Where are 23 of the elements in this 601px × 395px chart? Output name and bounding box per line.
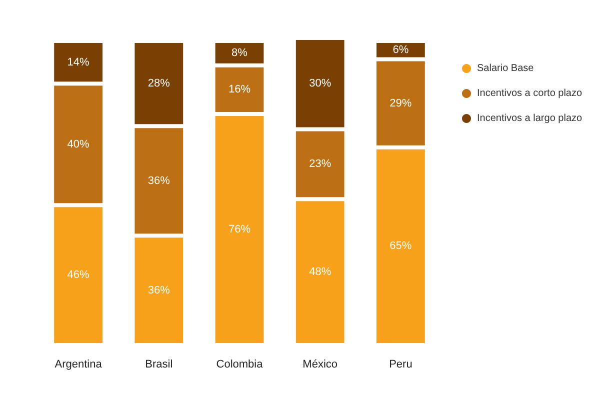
x-tick-label: Peru (389, 358, 412, 370)
data-label: 14% (67, 56, 90, 68)
legend-label: Incentivos a largo plazo (477, 113, 582, 124)
data-label: 8% (232, 47, 248, 60)
data-label: 23% (309, 158, 332, 170)
data-label: 6% (392, 44, 409, 56)
data-label: 46% (67, 269, 90, 282)
x-tick-label: Colombia (216, 358, 264, 370)
data-label: 36% (148, 174, 170, 187)
data-label: 65% (390, 240, 412, 252)
data-label: 29% (390, 97, 412, 110)
data-label: 28% (148, 78, 170, 90)
x-tick-label: Argentina (54, 358, 103, 370)
x-tick-label: México (302, 358, 338, 370)
legend-label: Incentivos a corto plazo (477, 88, 582, 99)
data-label: 76% (228, 223, 251, 236)
data-label: 40% (67, 138, 90, 150)
data-label: 30% (309, 78, 332, 90)
x-tick-label: Brasil (145, 358, 173, 370)
legend-label: Salario Base (477, 63, 534, 74)
data-label: 36% (148, 284, 170, 296)
data-label: 48% (309, 266, 332, 278)
data-label: 16% (228, 84, 251, 96)
